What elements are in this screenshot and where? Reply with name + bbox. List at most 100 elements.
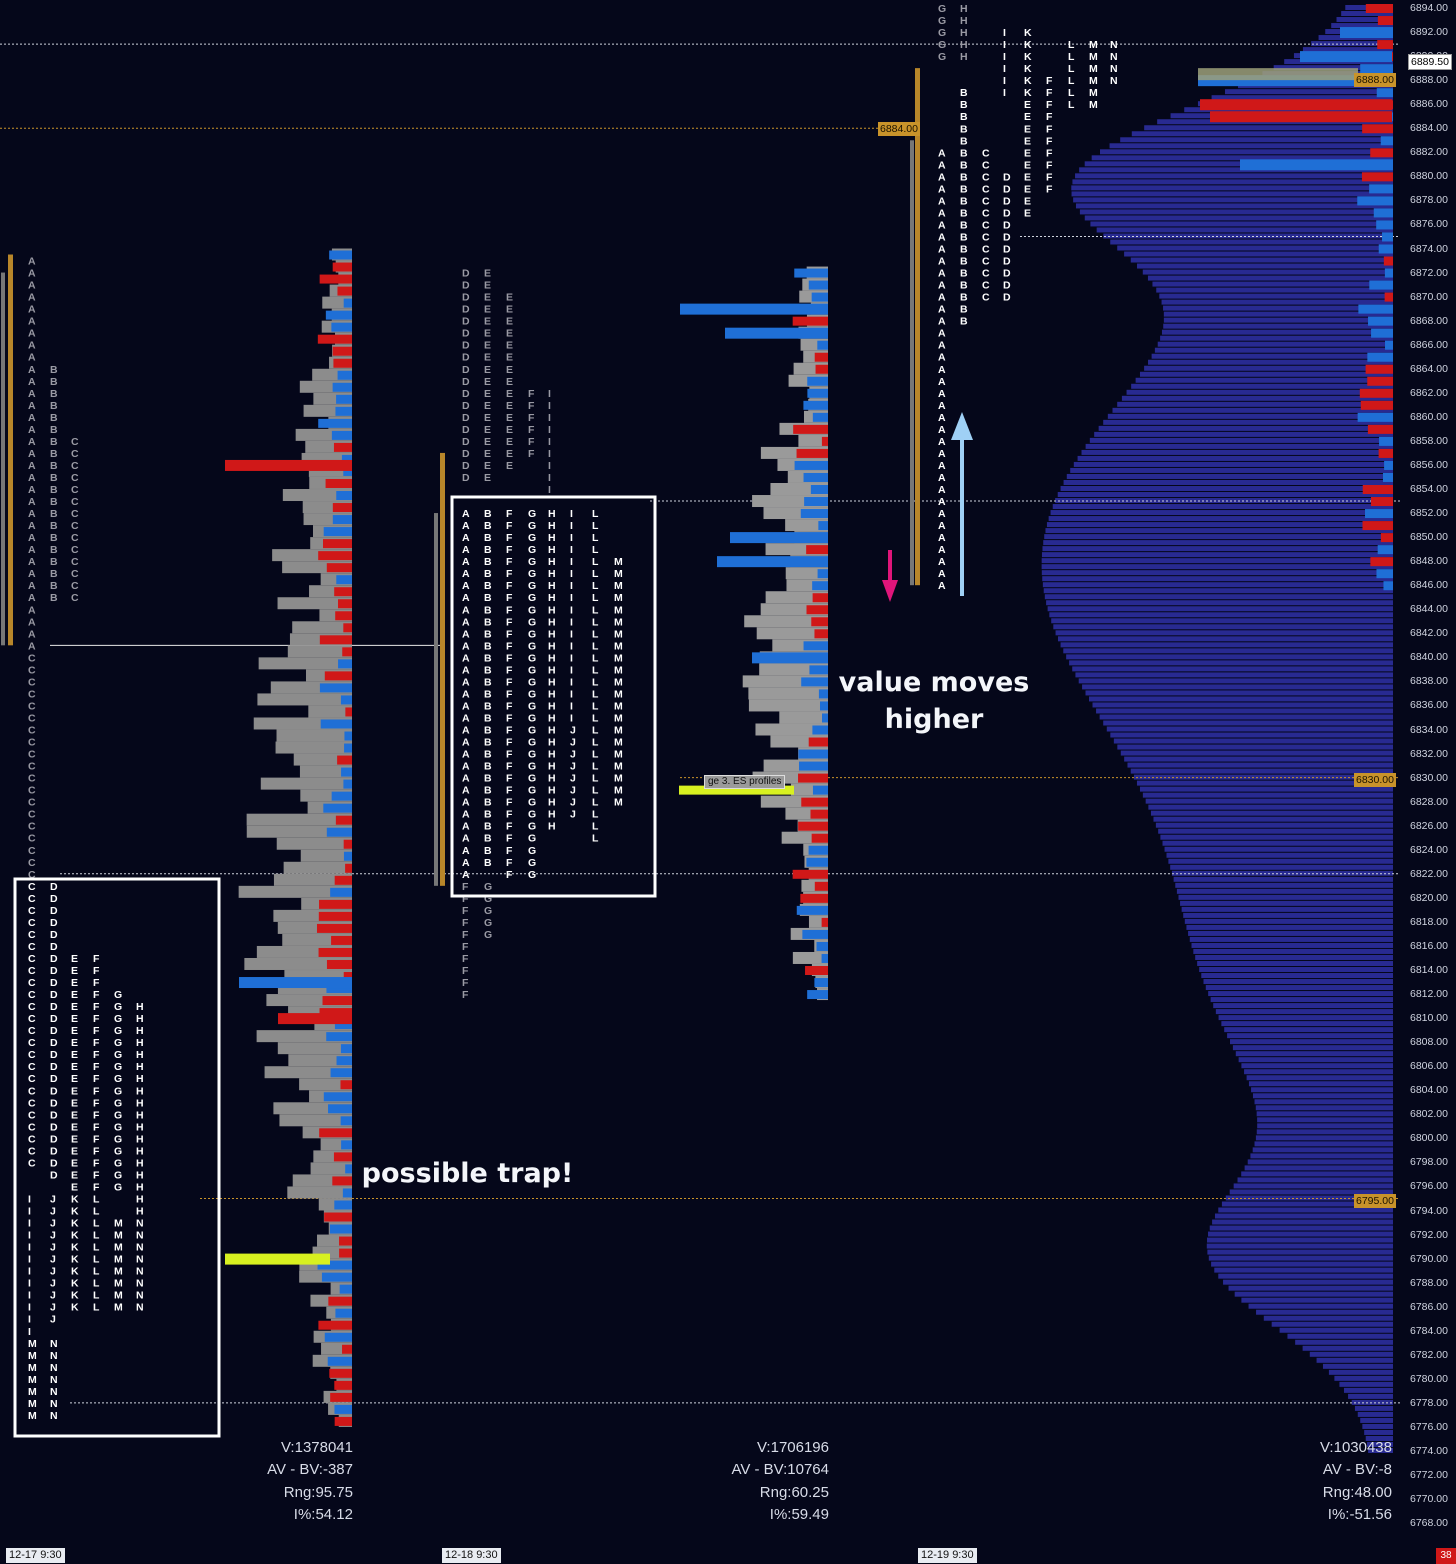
tpo-letter: C [982, 207, 990, 219]
tpo-letter: A [28, 424, 36, 436]
bid-bar [1384, 268, 1393, 278]
tpo-letter: F [506, 544, 513, 556]
tpo-letter: A [462, 797, 470, 809]
volume-bar [302, 501, 352, 514]
volume-profile-bar [1099, 149, 1393, 155]
volume-profile-bar [1255, 1135, 1393, 1141]
volume-profile-bar [1336, 17, 1393, 23]
tpo-letter: D [462, 292, 470, 304]
ask-bar [318, 1320, 352, 1330]
tpo-letter: I [570, 688, 573, 700]
tpo-letter: E [71, 1073, 78, 1085]
volume-profile-bar [1364, 1429, 1393, 1435]
tpo-letter: F [506, 652, 513, 664]
ask-bar [1359, 388, 1393, 398]
tpo-letter: B [960, 207, 968, 219]
ask-bar [806, 605, 828, 615]
tpo-letter: B [484, 712, 492, 724]
volume-profile-bar [1047, 606, 1393, 612]
bid-bar [817, 569, 828, 579]
bid-bar [803, 400, 828, 410]
volume-profile-bar [1136, 780, 1393, 786]
bid-bar [329, 250, 352, 260]
bid-bar [239, 977, 352, 989]
tpo-letter: C [71, 592, 79, 604]
session-1-date[interactable]: 12-17 9:30 [6, 1548, 65, 1563]
tpo-letter: H [548, 821, 556, 833]
volume-bar [779, 711, 828, 724]
tpo-letter: A [462, 532, 470, 544]
volume-profile-bar [1117, 245, 1393, 251]
volume-profile-bar [1139, 786, 1393, 792]
volume-profile-bar [1160, 834, 1393, 840]
poc-tag-session-2: 6830.00 [1354, 773, 1396, 787]
volume-profile-bar [1139, 371, 1393, 377]
tpo-letter: M [1089, 51, 1098, 63]
tpo-letter: C [28, 664, 36, 676]
tpo-letter: H [136, 1025, 144, 1037]
session-1-volume: V:1378041 [280, 1439, 353, 1456]
ask-bar [332, 503, 352, 513]
tpo-letter: N [50, 1338, 58, 1350]
tpo-letter: A [28, 568, 36, 580]
bid-bar [328, 1104, 352, 1114]
tpo-letter: G [528, 857, 536, 869]
tpo-letter: E [484, 400, 491, 412]
bid-bar [1371, 328, 1393, 338]
tpo-letter: E [71, 977, 78, 989]
tpo-letter: F [1046, 123, 1053, 135]
tpo-letter: F [93, 1025, 100, 1037]
tpo-letter: E [71, 1049, 78, 1061]
volume-bar [264, 1066, 352, 1079]
tpo-letter: N [1110, 39, 1118, 51]
volume-profile-bar [1060, 642, 1393, 648]
tpo-letter: A [462, 628, 470, 640]
bid-bar [816, 941, 828, 951]
tpo-letter: C [982, 244, 990, 256]
session-2-date[interactable]: 12-18 9:30 [442, 1548, 501, 1563]
tpo-letter: A [28, 472, 36, 484]
tpo-letter: A [462, 592, 470, 604]
tpo-letter: B [50, 496, 58, 508]
tpo-letter: A [462, 640, 470, 652]
tpo-letter: A [462, 725, 470, 737]
tpo-letter: C [28, 652, 36, 664]
tpo-letter: E [506, 316, 513, 328]
bid-bar [808, 845, 828, 855]
bid-bar [331, 430, 352, 440]
volume-profile-bar [1046, 600, 1393, 606]
tpo-letter: F [462, 917, 469, 929]
bid-bar [1300, 51, 1392, 63]
tpo-letter: G [938, 15, 946, 27]
tpo-letter: C [28, 833, 36, 845]
volume-profile-bar [1157, 341, 1393, 347]
price-tick: 6854.00 [1410, 483, 1448, 495]
tpo-letter: D [50, 1157, 58, 1169]
ib-range-bar [434, 513, 438, 886]
session-3-date[interactable]: 12-19 9:30 [918, 1548, 977, 1563]
price-tick: 6770.00 [1410, 1493, 1448, 1506]
ask-bar [792, 316, 828, 326]
tpo-letter: L [93, 1242, 100, 1254]
volume-profile-bar [1163, 317, 1393, 323]
volume-profile-bar [1155, 822, 1393, 828]
volume-profile-bar [1357, 1411, 1393, 1417]
price-tick: 6880.00 [1410, 170, 1448, 183]
tpo-letter: F [528, 400, 535, 412]
tpo-letter: A [28, 436, 36, 448]
bid-bar [1367, 352, 1393, 362]
tpo-letter: D [462, 268, 470, 280]
volume-profile-bar [1163, 305, 1393, 311]
ask-bar [326, 563, 352, 573]
tpo-letter: B [960, 87, 968, 99]
session-1-range: Rng:95.75 [283, 1483, 353, 1501]
volume-profile-bar [1176, 888, 1393, 894]
tpo-letter: E [506, 328, 513, 340]
tpo-letter: A [462, 821, 470, 833]
tpo-letter: F [93, 1121, 100, 1133]
bid-bar [794, 268, 828, 278]
bid-bar [339, 1284, 352, 1294]
price-tick: 6788.00 [1410, 1276, 1448, 1289]
ask-bar [343, 972, 352, 982]
tpo-letter: A [28, 484, 36, 496]
